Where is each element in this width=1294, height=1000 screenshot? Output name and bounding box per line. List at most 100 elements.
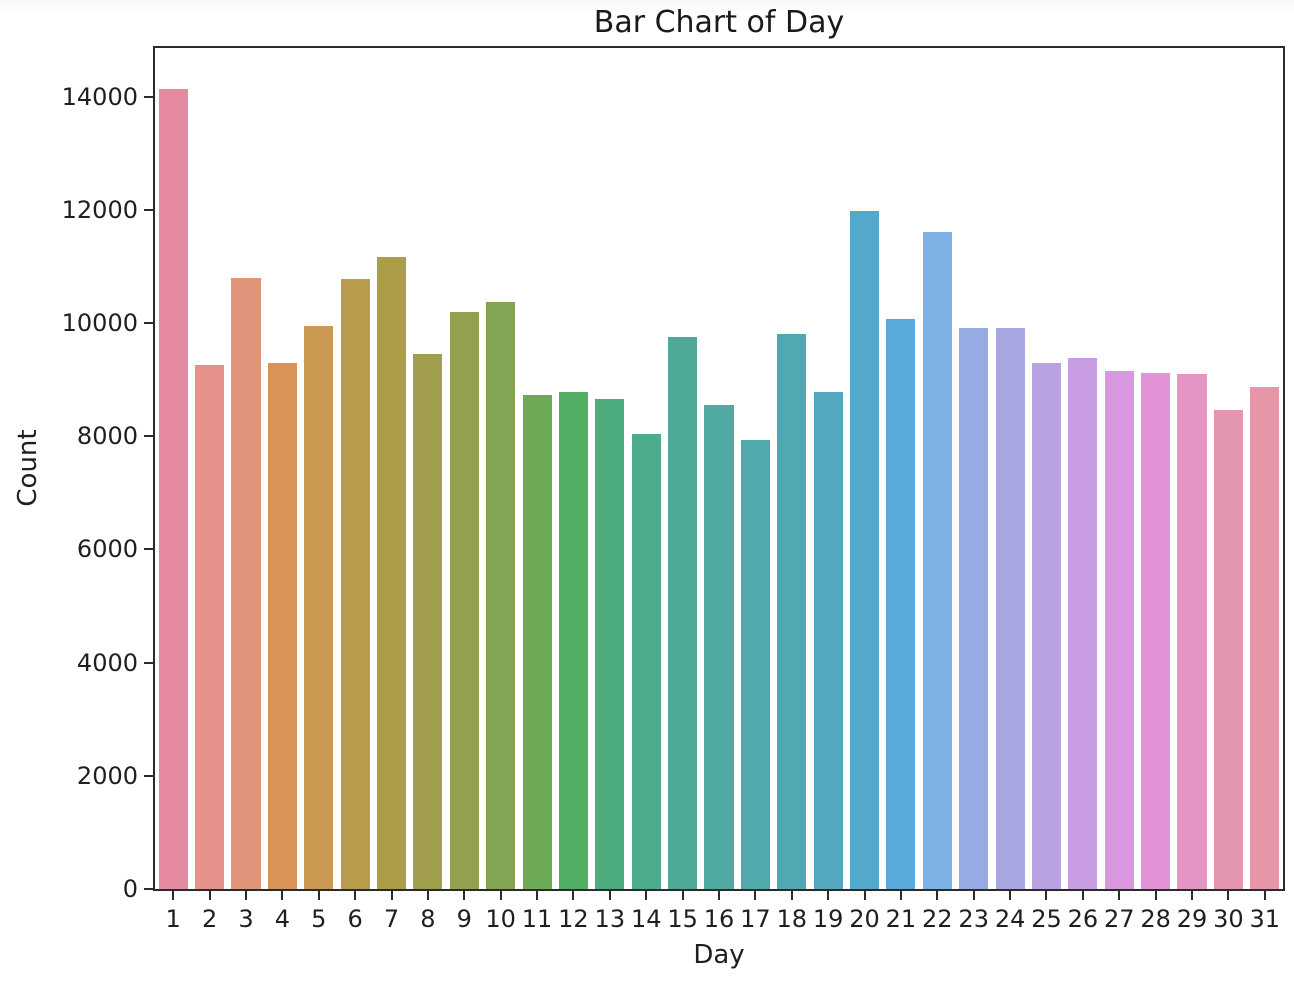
x-tick-label: 6 xyxy=(347,905,363,933)
x-tick-label: 9 xyxy=(456,905,472,933)
bar-day-11 xyxy=(522,394,552,889)
x-tick-mark xyxy=(1263,891,1266,900)
bar-day-24 xyxy=(995,328,1025,889)
x-tick-mark xyxy=(208,891,211,900)
bar-day-20 xyxy=(849,211,880,889)
bar-day-17 xyxy=(740,439,770,889)
x-tick-mark xyxy=(426,891,429,900)
x-tick-mark xyxy=(681,891,684,900)
x-tick-mark xyxy=(754,891,757,900)
x-tick-mark xyxy=(899,891,902,900)
x-tick-mark xyxy=(972,891,975,900)
y-tick-mark xyxy=(144,661,153,664)
y-tick-mark xyxy=(144,208,153,211)
bar-day-23 xyxy=(959,328,989,889)
x-tick-label: 15 xyxy=(667,905,698,933)
x-tick-mark xyxy=(827,891,830,900)
x-tick-mark xyxy=(790,891,793,900)
x-tick-mark xyxy=(936,891,939,900)
chart-title: Bar Chart of Day xyxy=(593,5,845,40)
y-tick-mark xyxy=(144,774,153,777)
x-tick-label: 7 xyxy=(383,905,400,933)
x-tick-mark xyxy=(317,891,320,900)
bar-day-31 xyxy=(1250,387,1280,889)
x-tick-mark xyxy=(1009,891,1012,900)
y-tick-label: 12000 xyxy=(61,195,138,224)
x-tick-label: 23 xyxy=(958,905,989,933)
x-tick-mark xyxy=(863,891,866,900)
x-tick-mark xyxy=(536,891,539,900)
bar-day-14 xyxy=(631,433,661,889)
bar-day-25 xyxy=(1031,363,1062,889)
bar-day-19 xyxy=(813,391,843,889)
bar-day-8 xyxy=(413,353,443,889)
x-tick-label: 10 xyxy=(485,905,516,933)
y-tick-label: 8000 xyxy=(76,422,138,451)
x-tick-mark xyxy=(608,891,611,900)
x-tick-label: 2 xyxy=(201,905,218,933)
x-axis-label: Day xyxy=(693,940,745,970)
y-tick-label: 0 xyxy=(122,875,138,903)
bar-day-1 xyxy=(158,89,188,889)
bar-day-5 xyxy=(304,325,334,889)
x-tick-label: 27 xyxy=(1103,905,1135,933)
bar-day-4 xyxy=(267,362,297,889)
x-tick-label: 26 xyxy=(1067,905,1099,933)
x-tick-mark xyxy=(390,891,393,900)
x-tick-label: 20 xyxy=(849,905,880,933)
x-tick-label: 14 xyxy=(630,905,662,933)
x-tick-label: 22 xyxy=(922,905,953,933)
y-tick-label: 6000 xyxy=(76,535,138,564)
bar-day-7 xyxy=(376,257,407,889)
x-tick-mark xyxy=(1191,891,1194,900)
x-tick-mark xyxy=(1081,891,1084,900)
bar-day-15 xyxy=(668,337,698,889)
y-tick-mark xyxy=(144,322,153,325)
x-tick-mark xyxy=(1118,891,1121,900)
top-fade-strip xyxy=(0,0,1294,14)
y-tick-mark xyxy=(144,548,153,551)
bar-day-12 xyxy=(558,392,588,889)
x-tick-mark xyxy=(354,891,357,900)
x-tick-label: 5 xyxy=(311,905,327,933)
x-tick-label: 3 xyxy=(238,905,254,933)
x-tick-label: 1 xyxy=(165,905,181,933)
x-tick-label: 30 xyxy=(1213,905,1244,933)
x-tick-mark xyxy=(172,891,175,900)
bar-day-16 xyxy=(704,405,734,889)
x-tick-label: 13 xyxy=(594,905,626,933)
y-tick-mark xyxy=(144,888,153,890)
bar-day-9 xyxy=(449,312,479,889)
x-tick-label: 16 xyxy=(703,905,735,933)
y-tick-mark xyxy=(144,435,153,438)
x-tick-label: 21 xyxy=(885,905,917,933)
x-tick-mark xyxy=(1045,891,1048,900)
bar-day-29 xyxy=(1177,374,1207,889)
bar-day-30 xyxy=(1213,410,1243,889)
x-tick-label: 24 xyxy=(994,905,1026,933)
x-tick-label: 11 xyxy=(521,905,553,933)
x-tick-label: 17 xyxy=(740,905,771,933)
x-tick-label: 31 xyxy=(1249,905,1281,933)
bar-day-6 xyxy=(340,279,370,889)
y-tick-label: 14000 xyxy=(61,82,138,111)
bar-day-26 xyxy=(1068,357,1098,889)
x-tick-mark xyxy=(463,891,466,900)
x-tick-label: 12 xyxy=(558,905,589,933)
x-tick-mark xyxy=(499,891,502,900)
x-tick-label: 18 xyxy=(776,905,808,933)
x-tick-label: 4 xyxy=(274,905,290,933)
x-tick-label: 25 xyxy=(1031,905,1062,933)
x-tick-mark xyxy=(572,891,575,900)
x-tick-label: 28 xyxy=(1140,905,1171,933)
x-tick-mark xyxy=(718,891,720,900)
x-tick-mark xyxy=(645,891,648,900)
y-axis-label: Count xyxy=(13,429,43,507)
bar-day-13 xyxy=(595,399,625,889)
x-tick-mark xyxy=(1154,891,1157,900)
y-tick-label: 2000 xyxy=(76,761,138,790)
bar-day-10 xyxy=(486,301,516,889)
x-tick-label: 8 xyxy=(420,905,436,933)
